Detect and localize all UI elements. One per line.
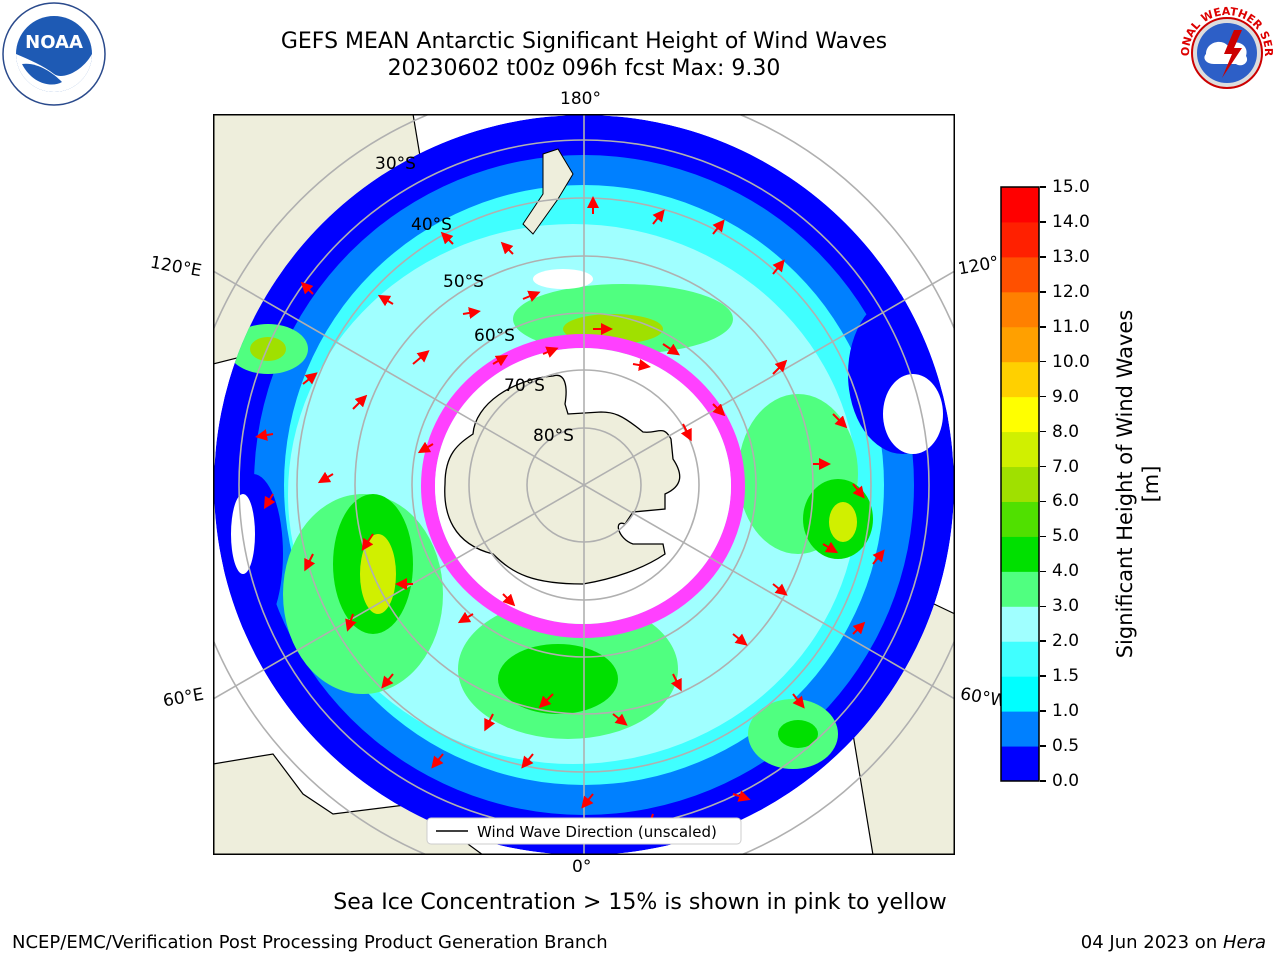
colorbar-tick-label: 13.0: [1052, 246, 1090, 267]
wind-wave-arrows: [255, 196, 885, 832]
colorbar-tick-mark: [1040, 710, 1046, 712]
noaa-logo-text: NOAA: [25, 32, 83, 53]
lat-label-40s: 40°S: [411, 215, 452, 235]
colorbar-tick-mark: [1040, 570, 1046, 573]
colorbar-tick-label: 7.0: [1052, 456, 1080, 477]
colorbar-tick-label: 11.0: [1052, 316, 1090, 337]
colorbar-tick-label: 2.0: [1052, 631, 1080, 652]
lon-label-60e: 60°E: [161, 684, 206, 712]
legend-label: Wind Wave Direction (unscaled): [477, 823, 717, 841]
lat-label-30s: 30°S: [375, 154, 416, 174]
lon-label-120e: 120°E: [148, 252, 204, 282]
colorbar-tick-mark: [1040, 675, 1046, 677]
colorbar: [1000, 186, 1040, 782]
colorbar-cell: [1001, 221, 1039, 258]
colorbar-cell: [1001, 676, 1039, 712]
lat-label-70s: 70°S: [504, 376, 545, 396]
lat-label-60s: 60°S: [474, 326, 515, 346]
colorbar-tick-label: 0.5: [1052, 736, 1080, 757]
colorbar-cell: [1001, 746, 1039, 782]
lat-label-80s: 80°S: [533, 426, 574, 446]
colorbar-tick-label: 9.0: [1052, 386, 1080, 407]
colorbar-cell: [1001, 641, 1039, 677]
noaa-logo: NOAA: [2, 2, 106, 106]
colorbar-tick-mark: [1040, 465, 1046, 468]
nws-logo: NATIONAL WEATHER SERVICE: [1176, 2, 1277, 103]
colorbar-tick-mark: [1040, 500, 1046, 503]
colorbar-tick-label: 14.0: [1052, 211, 1090, 232]
colorbar-cell: [1001, 606, 1039, 642]
graticule: [213, 114, 955, 855]
colorbar-cell: [1001, 396, 1039, 433]
colorbar-cell: [1001, 187, 1039, 223]
footer-date-text: 04 Jun 2023 on: [1080, 932, 1223, 953]
colorbar-tick-label: 8.0: [1052, 421, 1080, 442]
sea-ice-note: Sea Ice Concentration > 15% is shown in …: [333, 890, 947, 915]
colorbar-cell: [1001, 256, 1039, 293]
chart-title: GEFS MEAN Antarctic Significant Height o…: [280, 29, 888, 54]
colorbar-tick-mark: [1040, 360, 1046, 363]
colorbar-tick-label: 6.0: [1052, 491, 1080, 512]
lat-label-50s: 50°S: [443, 272, 484, 292]
colorbar-tick-mark: [1040, 326, 1046, 328]
latitude-labels: 30°S 40°S 50°S 60°S 70°S 80°S: [375, 154, 574, 446]
new-zealand-land: [522, 148, 574, 235]
colorbar-cell: [1001, 466, 1039, 502]
colorbar-tick-mark: [1040, 186, 1046, 188]
colorbar-tick-label: 5.0: [1052, 526, 1080, 547]
footer-date: 04 Jun 2023 on Hera: [1081, 932, 1266, 953]
colorbar-tick-label: 12.0: [1052, 281, 1090, 302]
colorbar-cell: [1001, 326, 1039, 363]
colorbar-tick-mark: [1040, 780, 1046, 782]
africa-land: [213, 753, 485, 855]
colorbar-cell: [1001, 571, 1039, 607]
lon-label-180: 180°: [560, 89, 601, 109]
colorbar-cell: [1001, 501, 1039, 537]
colorbar-tick-label: 15.0: [1052, 177, 1090, 197]
colorbar-cell: [1001, 711, 1039, 747]
colorbar-tick-mark: [1040, 430, 1046, 433]
colorbar-tick-mark: [1040, 605, 1046, 608]
colorbar-tick-label: 1.5: [1052, 666, 1080, 687]
colorbar-tick-label: 1.0: [1052, 701, 1080, 722]
lon-label-120w: 120°: [956, 252, 1001, 280]
lon-label-0: 0°: [572, 857, 592, 877]
colorbar-tick-mark: [1040, 535, 1046, 538]
colorbar-cell: [1001, 431, 1039, 468]
colorbar-tick-mark: [1040, 291, 1046, 293]
polar-map: 30°S 40°S 50°S 60°S 70°S 80°S Wind Wave …: [213, 114, 955, 855]
colorbar-tick-mark: [1040, 745, 1046, 747]
colorbar-tick-label: 0.0: [1052, 771, 1080, 791]
colorbar-tick-mark: [1040, 640, 1046, 642]
footer-credit: NCEP/EMC/Verification Post Processing Pr…: [12, 932, 608, 953]
colorbar-tick-mark: [1040, 395, 1046, 398]
colorbar-tick-mark: [1040, 256, 1046, 258]
colorbar-cell: [1001, 536, 1039, 572]
colorbar-tick-label: 4.0: [1052, 561, 1080, 582]
footer-machine: Hera: [1222, 932, 1266, 953]
chart-subtitle: 20230602 t00z 096h fcst Max: 9.30: [387, 56, 781, 81]
colorbar-cell: [1001, 361, 1039, 398]
colorbar-tick-mark: [1040, 221, 1046, 223]
colorbar-label: Significant Height of Wind Waves [m]: [1113, 309, 1163, 659]
colorbar-tick-label: 10.0: [1052, 351, 1090, 372]
colorbar-cell: [1001, 291, 1039, 328]
colorbar-tick-label: 3.0: [1052, 596, 1080, 617]
arrow-legend: Wind Wave Direction (unscaled): [426, 817, 742, 845]
